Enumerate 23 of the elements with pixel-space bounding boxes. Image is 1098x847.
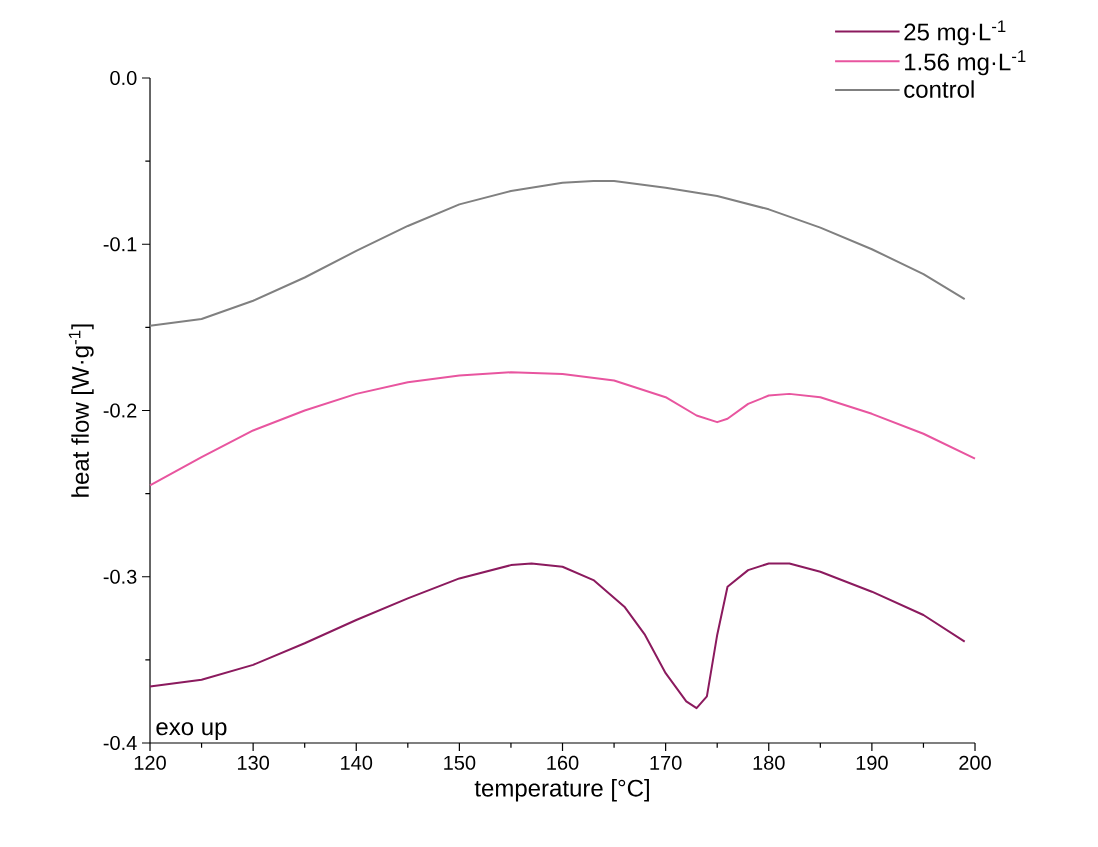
line-series: [149, 371, 977, 487]
x-tick-label: 140: [341, 755, 373, 770]
x-axis-title: temperature [°C]: [474, 779, 649, 802]
legend-label: 1.56 mg·L$^{-1}$: [905, 50, 1026, 76]
x-tick-label: 180: [753, 755, 785, 770]
y-axis-title: heat flow [W·g$^{-1}$]: [68, 324, 94, 497]
x-tick-label: 150: [444, 755, 476, 770]
x-tick-label: 130: [237, 755, 270, 770]
y-tick-label: -0.1: [103, 237, 137, 252]
line-series: [149, 562, 966, 710]
line-series: [149, 180, 966, 327]
x-tick-label: 160: [547, 755, 579, 770]
x-tick-label: 190: [856, 755, 888, 770]
y-tick-label: 0.0: [110, 70, 137, 86]
legend-label: 25 mg·L$^{-1}$: [904, 20, 1006, 46]
y-tick-label: -0.4: [103, 735, 137, 751]
x-tick-label: 200: [959, 755, 991, 770]
y-tick-label: -0.2: [103, 403, 137, 418]
y-tick-label: -0.3: [103, 569, 137, 584]
x-tick-label: 120: [134, 755, 166, 770]
annotation: exo up: [156, 722, 227, 741]
legend-label: control: [904, 80, 974, 98]
x-tick-label: 170: [650, 755, 682, 770]
